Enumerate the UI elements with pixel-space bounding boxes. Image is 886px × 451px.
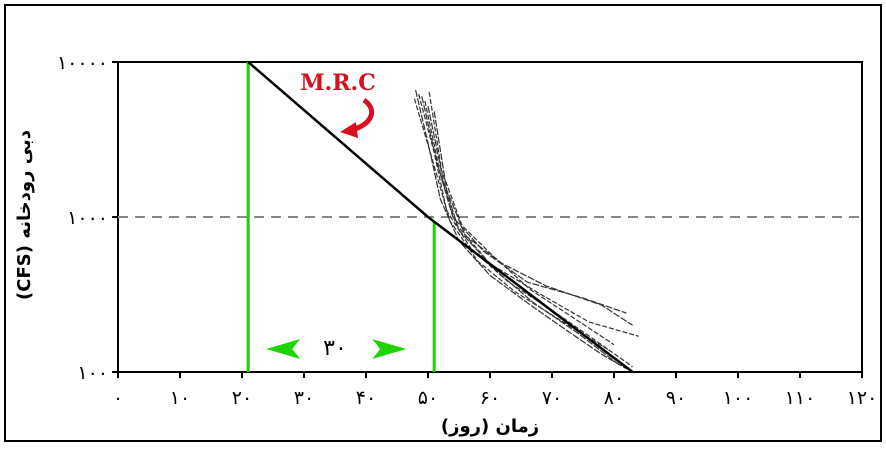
x-tick-label-80: ۸۰ bbox=[604, 387, 624, 409]
x-tick-label-10: ۱۰ bbox=[170, 387, 190, 409]
x-tick-label-40: ۴۰ bbox=[356, 387, 376, 409]
recession-curve-1 bbox=[415, 89, 627, 370]
x-tick-label-50: ۵۰ bbox=[418, 387, 438, 409]
y-axis-title: دبی رودخانه (CFS) bbox=[14, 130, 35, 300]
mrc-pointer-arrowhead bbox=[340, 122, 358, 138]
recession-curve-3 bbox=[421, 96, 627, 314]
interval-label: ۳۰ bbox=[323, 336, 347, 361]
recession-curve-8 bbox=[428, 91, 615, 346]
mrc-label: M.R.C bbox=[300, 70, 375, 96]
x-tick-label-20: ۲۰ bbox=[232, 387, 252, 409]
interval-annotation bbox=[266, 339, 407, 359]
recession-curve-6 bbox=[413, 98, 609, 350]
y-axis-ticks: ۱۰۰ ۱۰۰۰ ۱۰۰۰۰ bbox=[57, 52, 118, 384]
x-tick-label-0: ۰ bbox=[113, 387, 123, 409]
x-tick-label-90: ۹۰ bbox=[666, 387, 686, 409]
x-tick-label-110: ۱۱۰ bbox=[785, 387, 816, 409]
vertical-markers bbox=[246, 62, 436, 372]
x-axis-title: زمان (روز) bbox=[441, 416, 539, 437]
x-tick-label-100: ۱۰۰ bbox=[723, 387, 754, 409]
x-axis-ticks: ۰ ۱۰ ۲۰ ۳۰ ۴۰ ۵۰ ۶۰ ۷۰ ۸۰ ۹۰ ۱۰۰ ۱۱۰ ۱۲۰ bbox=[113, 372, 877, 409]
interval-arrow-right bbox=[372, 339, 407, 359]
recession-curve-2 bbox=[418, 94, 633, 368]
x-tick-label-120: ۱۲۰ bbox=[847, 387, 878, 409]
y-tick-label-100: ۱۰۰ bbox=[77, 362, 108, 384]
x-tick-label-70: ۷۰ bbox=[542, 387, 562, 409]
mrc-line-group bbox=[247, 61, 634, 373]
y-tick-label-10000: ۱۰۰۰۰ bbox=[57, 52, 108, 74]
x-tick-label-60: ۶۰ bbox=[480, 387, 500, 409]
x-tick-label-30: ۳۰ bbox=[294, 387, 314, 409]
recession-curve-5 bbox=[427, 105, 621, 367]
mrc-line bbox=[247, 61, 634, 373]
interval-arrow-left bbox=[266, 339, 301, 359]
y-tick-label-1000: ۱۰۰۰ bbox=[67, 207, 108, 229]
